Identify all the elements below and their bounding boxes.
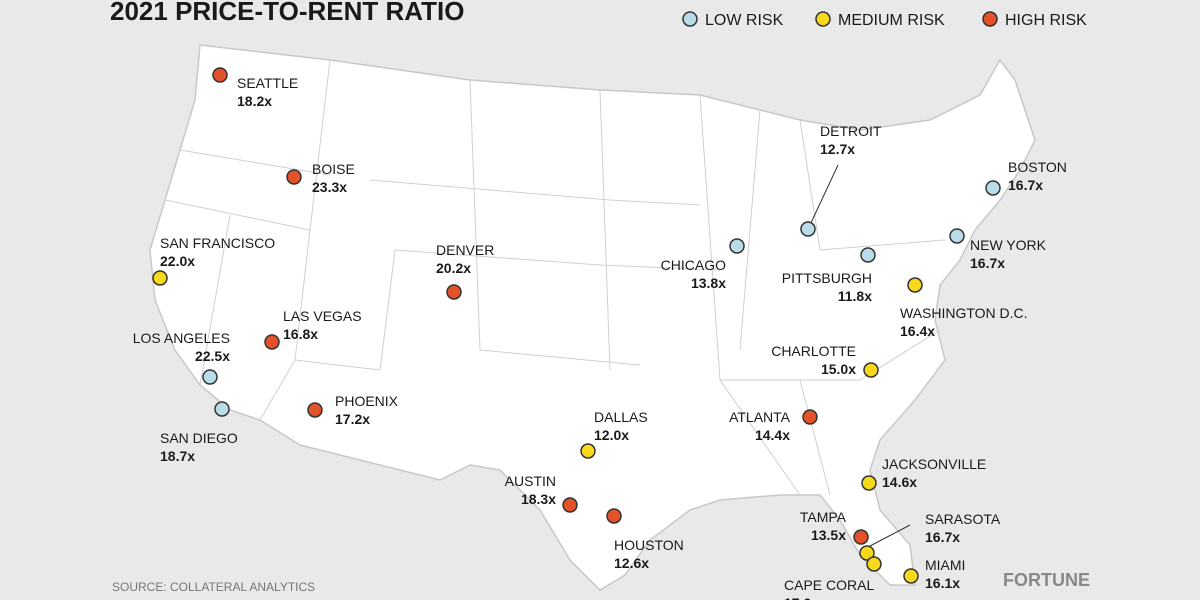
legend-swatch: [815, 11, 831, 27]
city-name: CAPE CORAL: [784, 577, 874, 593]
city-value: 22.5x: [195, 348, 230, 364]
brand: FORTUNE: [1003, 570, 1090, 590]
city-dot: [307, 402, 323, 418]
leader-line: [869, 524, 911, 547]
city-dot: [286, 169, 302, 185]
city-dot: [202, 369, 218, 385]
city-name: NEW YORK: [970, 237, 1047, 253]
city-name: LOS ANGELES: [133, 330, 230, 346]
city-dot: [446, 284, 462, 300]
city-name: WASHINGTON D.C.: [900, 305, 1028, 321]
city-dot: [860, 247, 876, 263]
city-dot: [800, 221, 816, 237]
city-value: 16.7x: [970, 255, 1005, 271]
city-dot: [562, 497, 578, 513]
leader-line: [809, 164, 839, 226]
source: SOURCE: COLLATERAL ANALYTICS: [112, 580, 315, 594]
city-dot: [863, 362, 879, 378]
city-name: AUSTIN: [505, 473, 556, 489]
city-dot: [264, 334, 280, 350]
city-name: MIAMI: [925, 557, 965, 573]
city-dot: [152, 270, 168, 286]
legend-label: HIGH RISK: [1005, 12, 1087, 29]
city-value: 16.7x: [925, 529, 960, 545]
city-dot: [606, 508, 622, 524]
city-dot: [580, 443, 596, 459]
city-name: BOSTON: [1008, 159, 1067, 175]
city-value: 11.8x: [838, 288, 872, 304]
city-value: 12.6x: [614, 555, 649, 571]
city-value: 23.3x: [312, 179, 347, 195]
legend-swatch: [682, 11, 698, 27]
city-dot: [859, 545, 875, 561]
city-name: DETROIT: [820, 123, 882, 139]
city-value: 16.8x: [283, 326, 318, 342]
city-name: ATLANTA: [729, 409, 791, 425]
city-value: 18.7x: [160, 448, 195, 464]
city-name: CHARLOTTE: [771, 343, 856, 359]
city-name: DALLAS: [594, 409, 648, 425]
city-name: HOUSTON: [614, 537, 684, 553]
city-value: 16.7x: [1008, 177, 1043, 193]
city-name: JACKSONVILLE: [882, 456, 986, 472]
legend-swatch: [982, 11, 998, 27]
city-value: 14.4x: [755, 427, 790, 443]
legend-label: LOW RISK: [705, 12, 784, 29]
city-value: 18.2x: [237, 93, 272, 109]
city-value: 16.1x: [925, 575, 960, 591]
city-name: PHOENIX: [335, 393, 399, 409]
city-dot: [985, 180, 1001, 196]
city-name: DENVER: [436, 242, 494, 258]
city-name: SAN DIEGO: [160, 430, 238, 446]
city-name: SEATTLE: [237, 75, 298, 91]
legend-label: MEDIUM RISK: [838, 12, 945, 29]
city-name: CHICAGO: [661, 257, 726, 273]
city-dot: [866, 556, 882, 572]
city-value: 22.0x: [160, 253, 195, 269]
city-value: 13.5x: [811, 527, 846, 543]
city-dot: [212, 67, 228, 83]
city-dot: [214, 401, 230, 417]
city-dot: [949, 228, 965, 244]
city-name: LAS VEGAS: [283, 308, 362, 324]
city-value: 18.3x: [521, 491, 556, 507]
city-value: 20.2x: [436, 260, 471, 276]
city-name: SARASOTA: [925, 511, 1001, 527]
city-value: 17.0x: [784, 595, 819, 600]
city-name: TAMPA: [800, 509, 847, 525]
city-name: PITTSBURGH: [782, 270, 872, 286]
city-dot: [802, 409, 818, 425]
city-dot: [853, 529, 869, 545]
city-dot: [861, 475, 877, 491]
city-value: 13.8x: [691, 275, 726, 291]
city-value: 16.4x: [900, 323, 935, 339]
city-dot: [729, 238, 745, 254]
title: 2021 PRICE-TO-RENT RATIO: [110, 0, 464, 26]
city-value: 12.7x: [820, 141, 855, 157]
city-value: 17.2x: [335, 411, 370, 427]
city-name: BOISE: [312, 161, 355, 177]
city-value: 15.0x: [821, 361, 856, 377]
city-value: 12.0x: [594, 427, 629, 443]
city-dot: [907, 277, 923, 293]
city-dot: [903, 568, 919, 584]
cities: SEATTLE 18.2x BOISE 23.3x SAN FRANCISCO 22.0x…: [133, 67, 1067, 600]
city-value: 14.6x: [882, 474, 917, 490]
state-lines: [164, 59, 946, 496]
city-name: SAN FRANCISCO: [160, 235, 275, 251]
legend: LOW RISK MEDIUM RISK HIGH RISK: [682, 11, 1087, 29]
